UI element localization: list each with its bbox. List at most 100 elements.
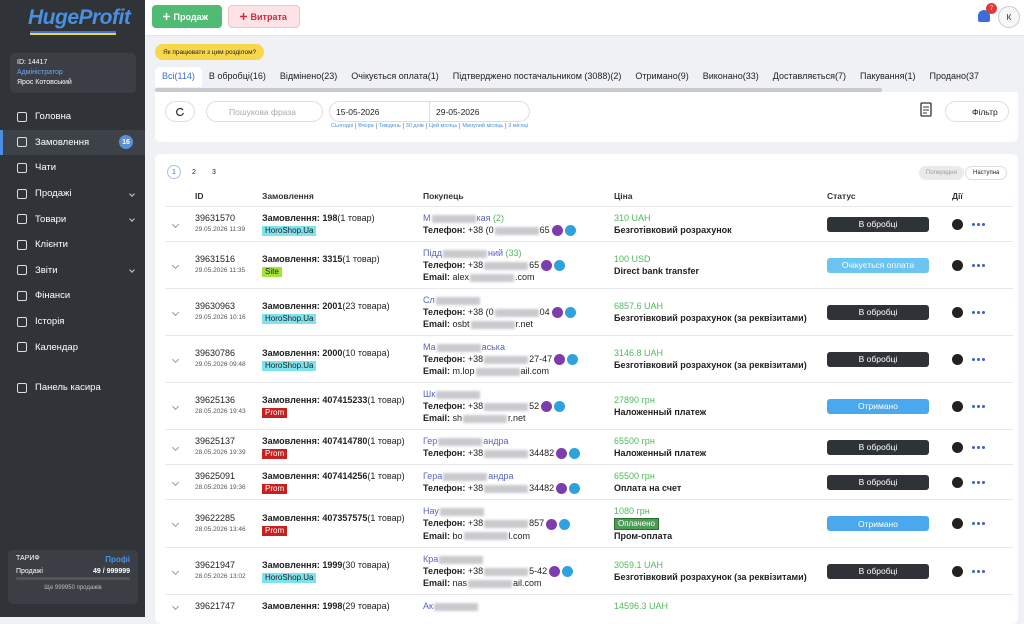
menu-item[interactable]: Головна bbox=[0, 104, 145, 130]
telegram-icon[interactable] bbox=[569, 448, 581, 460]
menu-item[interactable]: Історія bbox=[0, 309, 145, 335]
tab[interactable]: Підтверджено постачальником (3088)(2) bbox=[452, 71, 622, 81]
more-menu[interactable] bbox=[972, 569, 985, 573]
status-badge[interactable]: Отримано bbox=[827, 516, 929, 531]
confirm-icon[interactable] bbox=[952, 518, 963, 529]
expand-arrow[interactable] bbox=[171, 478, 180, 486]
tab[interactable]: Всі(114) bbox=[155, 67, 202, 87]
prev-button[interactable]: Попередня bbox=[919, 166, 964, 180]
expand-arrow[interactable] bbox=[171, 261, 180, 269]
viber-icon[interactable] bbox=[541, 260, 553, 272]
status-badge[interactable]: Отримано bbox=[827, 398, 929, 414]
more-menu[interactable] bbox=[972, 357, 985, 361]
confirm-icon[interactable] bbox=[952, 259, 963, 271]
menu-item[interactable]: Продажі bbox=[0, 181, 145, 207]
confirm-icon[interactable] bbox=[952, 476, 963, 488]
tariff-plan[interactable]: Профі bbox=[105, 555, 130, 564]
menu-item[interactable]: Товари bbox=[0, 206, 145, 232]
telegram-icon[interactable] bbox=[569, 483, 581, 495]
quick-range[interactable]: 30 днів bbox=[404, 123, 427, 129]
viber-icon[interactable] bbox=[546, 518, 558, 530]
expand-arrow[interactable] bbox=[171, 519, 180, 528]
expand-arrow[interactable] bbox=[171, 402, 180, 410]
menu-item[interactable]: Клієнти bbox=[0, 232, 145, 258]
more-menu[interactable] bbox=[972, 263, 985, 267]
confirm-icon[interactable] bbox=[952, 306, 963, 318]
more-menu[interactable] bbox=[972, 445, 985, 449]
expand-arrow[interactable] bbox=[171, 443, 180, 451]
more-menu[interactable] bbox=[972, 480, 985, 484]
expand-arrow[interactable] bbox=[171, 602, 180, 610]
more-menu[interactable] bbox=[972, 222, 985, 226]
status-badge[interactable]: В обробці bbox=[827, 351, 929, 367]
telegram-icon[interactable] bbox=[554, 401, 566, 413]
expand-arrow[interactable] bbox=[171, 567, 180, 575]
more-menu[interactable] bbox=[972, 404, 985, 408]
telegram-icon[interactable] bbox=[559, 518, 571, 530]
quick-range[interactable]: Тиждень bbox=[377, 123, 404, 129]
status-badge[interactable]: В обробці bbox=[827, 439, 929, 455]
menu-item[interactable]: Календар bbox=[0, 334, 145, 360]
add-sale-button[interactable]: Продаж bbox=[152, 5, 222, 28]
viber-icon[interactable] bbox=[554, 354, 566, 366]
add-expense-button[interactable]: Витрата bbox=[228, 5, 300, 28]
more-menu[interactable] bbox=[972, 522, 985, 525]
tab[interactable]: Відмінено(23) bbox=[279, 71, 338, 81]
menu-item[interactable]: Замовлення 16 bbox=[0, 129, 145, 156]
page-number[interactable]: 3 bbox=[212, 168, 216, 176]
page-number[interactable]: 1 bbox=[167, 165, 181, 179]
viber-icon[interactable] bbox=[556, 483, 568, 495]
page-number[interactable]: 2 bbox=[192, 168, 196, 176]
refresh-button[interactable] bbox=[165, 101, 195, 122]
telegram-icon[interactable] bbox=[564, 307, 576, 319]
quick-range[interactable]: Цей місяць bbox=[427, 123, 461, 129]
menu-item[interactable]: Звіти bbox=[0, 258, 145, 284]
viber-icon[interactable] bbox=[551, 307, 563, 319]
quick-range[interactable]: Минулий місяць bbox=[460, 123, 507, 129]
export-icon[interactable] bbox=[920, 102, 936, 120]
viber-icon[interactable] bbox=[549, 566, 561, 578]
telegram-icon[interactable] bbox=[562, 566, 574, 578]
tab[interactable]: Доставляється(7) bbox=[772, 71, 846, 81]
status-badge[interactable]: В обробці bbox=[827, 216, 929, 232]
viber-icon[interactable] bbox=[556, 448, 568, 460]
menu-item[interactable]: Чати bbox=[0, 155, 145, 181]
tab[interactable]: Пакування(1) bbox=[859, 71, 916, 81]
confirm-icon[interactable] bbox=[952, 218, 963, 230]
search-input[interactable]: Пошукова фраза bbox=[206, 101, 323, 122]
quick-range[interactable]: Вчора bbox=[356, 123, 377, 129]
tab[interactable]: Виконано(33) bbox=[702, 71, 759, 81]
filter-button[interactable]: Фільтр bbox=[945, 101, 1009, 122]
viber-icon[interactable] bbox=[541, 401, 553, 413]
logo[interactable]: HugeProfit bbox=[28, 6, 131, 29]
tab[interactable]: В обробці(16) bbox=[208, 71, 266, 81]
telegram-icon[interactable] bbox=[554, 260, 566, 272]
quick-range[interactable]: Сьогодні bbox=[329, 123, 357, 129]
expand-arrow[interactable] bbox=[171, 220, 180, 228]
menu-item[interactable]: Фінанси bbox=[0, 283, 145, 309]
status-badge[interactable]: В обробці bbox=[827, 563, 929, 579]
avatar[interactable]: К bbox=[998, 6, 1020, 28]
tab[interactable]: Отримано(9) bbox=[635, 71, 689, 81]
status-badge[interactable]: Очікується оплата bbox=[827, 257, 929, 273]
viber-icon[interactable] bbox=[551, 225, 563, 237]
status-badge[interactable]: В обробці bbox=[827, 304, 929, 320]
tab[interactable]: Продано(37 bbox=[929, 71, 980, 81]
status-badge[interactable]: В обробці bbox=[827, 474, 929, 490]
confirm-icon[interactable] bbox=[952, 441, 963, 453]
menu-item[interactable]: Панель касира bbox=[0, 375, 145, 401]
notifications-bell[interactable] bbox=[978, 10, 990, 22]
tab[interactable]: Очікується оплата(1) bbox=[351, 71, 439, 81]
telegram-icon[interactable] bbox=[567, 354, 579, 366]
next-button[interactable]: Наступна bbox=[965, 166, 1008, 180]
help-link[interactable]: Як працювати з цим розділом? bbox=[155, 44, 265, 60]
confirm-icon[interactable] bbox=[952, 400, 963, 412]
quick-range[interactable]: 3 місяці bbox=[508, 123, 528, 129]
more-menu[interactable] bbox=[972, 310, 985, 314]
confirm-icon[interactable] bbox=[952, 353, 963, 365]
expand-arrow[interactable] bbox=[171, 308, 180, 316]
expand-arrow[interactable] bbox=[171, 355, 180, 363]
date-range[interactable]: 15-05-2026 29-05-2026 bbox=[329, 101, 530, 122]
confirm-icon[interactable] bbox=[952, 565, 963, 577]
telegram-icon[interactable] bbox=[564, 225, 576, 237]
